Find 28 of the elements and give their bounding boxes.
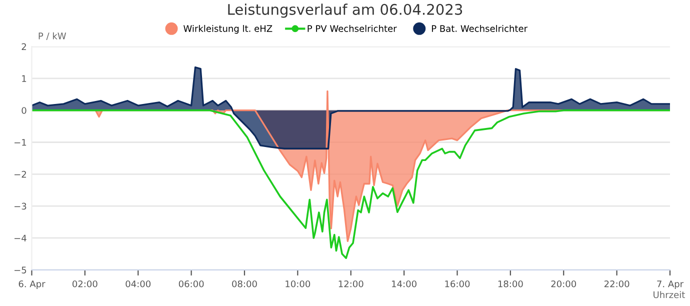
chart-title: Leistungsverlauf am 06.04.2023 [228,4,462,18]
y-tick-label: −4 [14,234,26,242]
x-axis-title: Uhrzeit [654,291,685,298]
y-tick-label: −2 [14,170,26,178]
x-tick-label: 02:00 [72,280,98,288]
x-tick-label: 12:00 [338,280,364,288]
y-tick-label: 0 [22,107,26,114]
y-tick-label: 1 [22,75,26,82]
line-series [32,109,670,259]
legend-label: P Bat. Wechselrichter [432,24,528,32]
legend-label: Wirkleistung lt. eHZ [184,24,272,34]
y-axis-title: P / kW [38,32,66,40]
x-tick-label: 6. Apr [18,280,46,290]
x-tick-label: 18:00 [498,280,523,288]
x-tick-label: 16:00 [445,280,470,288]
y-tick-label: −5 [14,266,26,274]
y-tick-label: −1 [14,139,26,146]
x-tick-label: 04:00 [126,280,151,288]
y-tick-label: 2 [22,43,26,50]
x-tick-label: 20:00 [551,280,576,288]
x-tick-label: 08:00 [232,280,257,288]
legend-label: P PV Wechselrichter [308,24,397,32]
x-tick-label: 7. Apr [657,280,684,290]
x-tick-label: 10:00 [286,280,310,288]
x-tick-label: 06:00 [178,280,204,288]
x-tick-label: 14:00 [392,280,416,288]
y-tick-label: −3 [14,202,26,210]
x-tick-label: 22:00 [604,280,630,288]
